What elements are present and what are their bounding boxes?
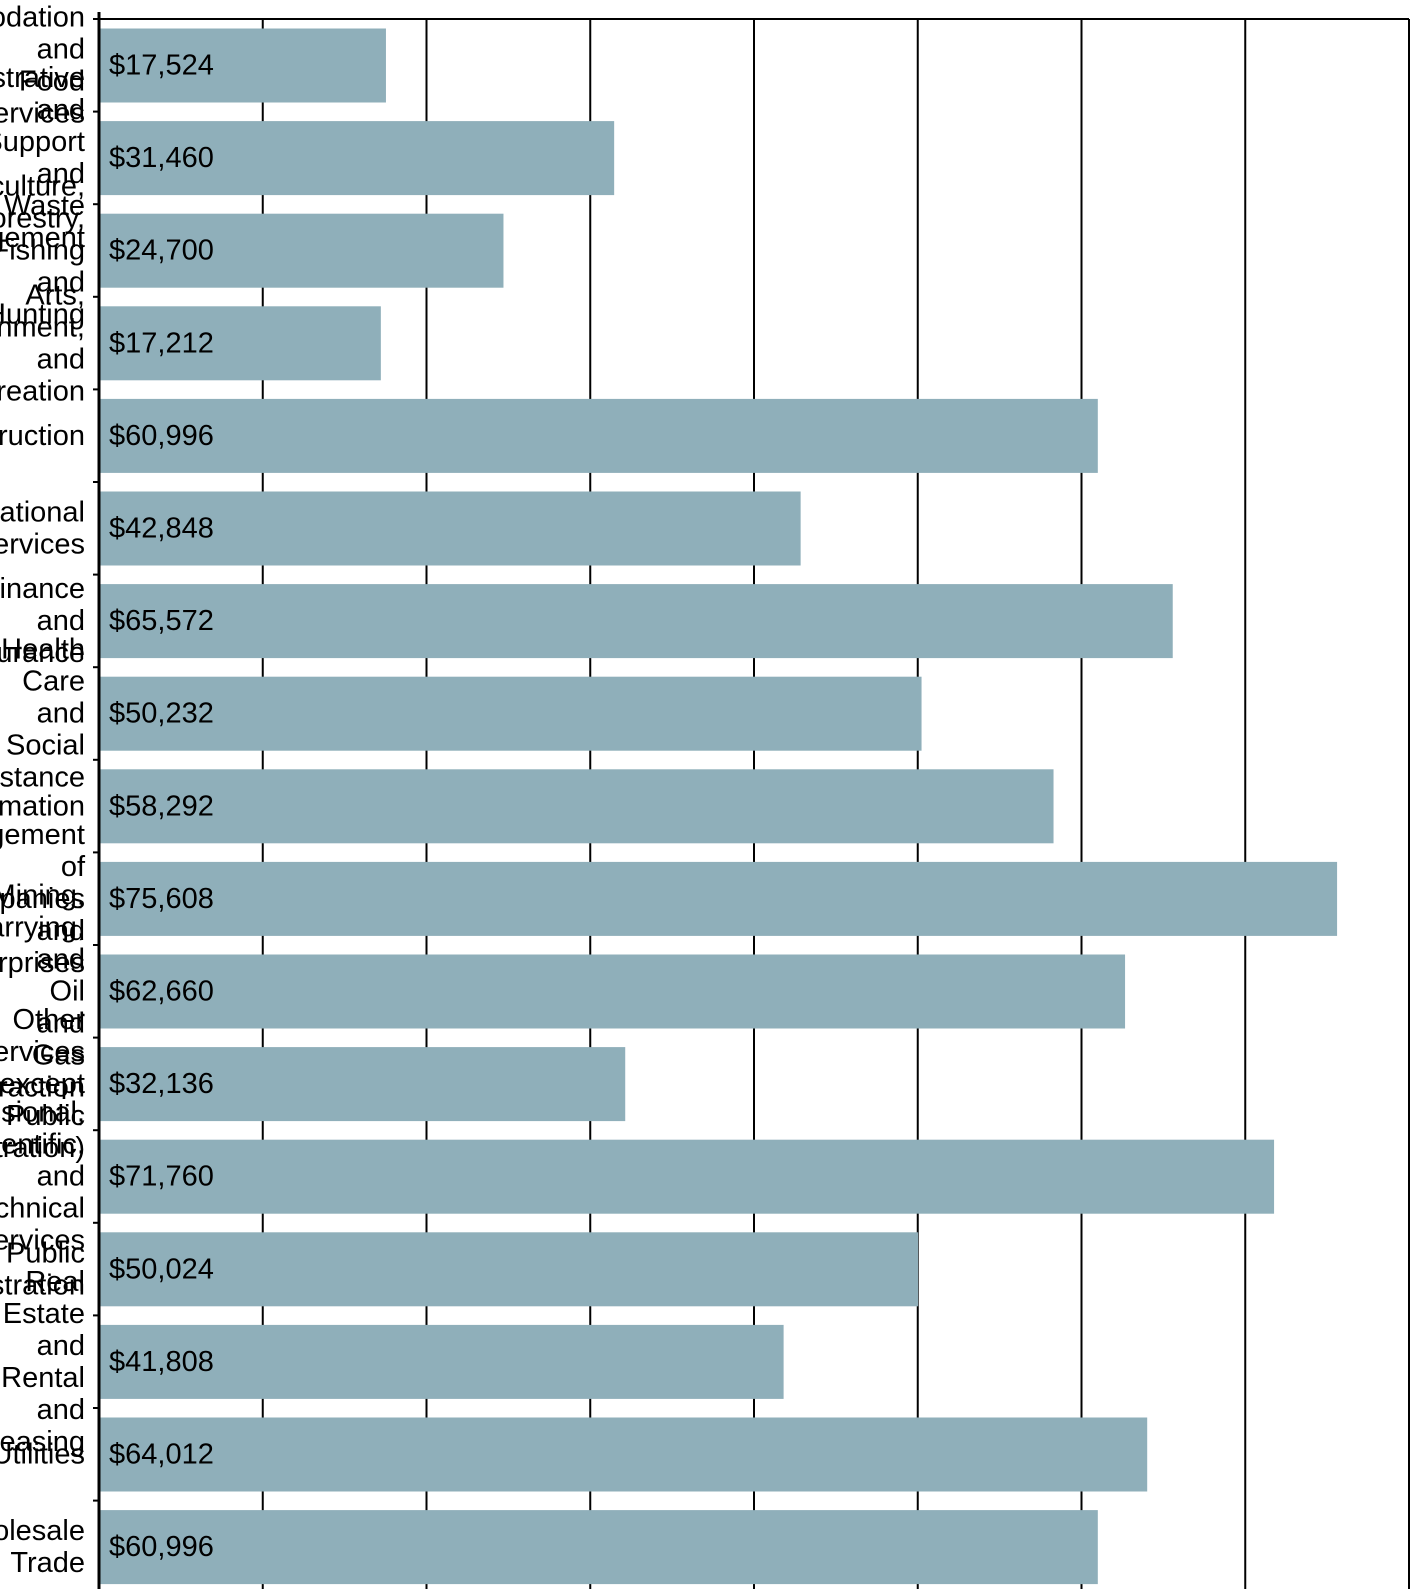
bar-value-label: $60,996 xyxy=(109,1531,214,1563)
y-category-label: WholesaleTrade xyxy=(0,1515,85,1579)
y-category-label: PublicAdministration xyxy=(0,1237,85,1301)
y-category-label: FinanceandInsurance xyxy=(0,573,85,669)
value-labels: $17,524 $31,460 $24,700 $17,212 $60,996 $42,8… xyxy=(109,50,214,1564)
y-category-label: Agriculture,Forestry,FishingandHunting xyxy=(0,171,85,331)
category-labels: AccommodationandFoodServicesAdministrati… xyxy=(0,2,86,1580)
y-category-label: Utilities xyxy=(0,1439,85,1471)
bar xyxy=(99,306,381,381)
y-category-label: Construction xyxy=(0,420,85,452)
bar-value-label: $17,524 xyxy=(109,50,214,82)
bar xyxy=(99,1139,1275,1214)
bar-value-label: $50,024 xyxy=(109,1253,214,1285)
bar-value-label: $62,660 xyxy=(109,976,214,1008)
bar xyxy=(99,398,1098,473)
y-category-label: Mining,Quarrying,andOilandGasExtraction xyxy=(0,880,85,1104)
bar-value-label: $50,232 xyxy=(109,698,214,730)
bar xyxy=(99,491,801,566)
y-category-label: EducationalServices xyxy=(0,497,85,561)
bar xyxy=(99,213,504,288)
bar xyxy=(99,1047,626,1122)
bar xyxy=(99,584,1173,659)
axes xyxy=(93,12,1409,1589)
bars xyxy=(99,28,1338,1585)
bar xyxy=(99,861,1338,936)
bar xyxy=(99,1417,1148,1492)
bar-value-label: $60,996 xyxy=(109,420,214,452)
y-category-label: Professional,Scientific,andTechnicalServ… xyxy=(0,1097,85,1257)
y-category-label: ManagementofCompaniesandEnterprises xyxy=(0,819,86,979)
bar-value-label: $17,212 xyxy=(109,327,214,359)
bar-value-label: $31,460 xyxy=(109,142,214,174)
bar-value-label: $64,012 xyxy=(109,1439,214,1471)
bar-value-label: $24,700 xyxy=(109,235,214,267)
bar xyxy=(99,1510,1098,1585)
bar-value-label: $32,136 xyxy=(109,1068,214,1100)
y-category-label: RealEstateandRentalandLeasing xyxy=(0,1266,85,1458)
bar-value-label: $75,608 xyxy=(109,883,214,915)
y-category-label: AccommodationandFoodServices xyxy=(0,2,85,130)
y-category-label: Information xyxy=(0,790,85,822)
bar-value-label: $42,848 xyxy=(109,513,214,545)
bar-value-label: $71,760 xyxy=(109,1161,214,1193)
bar xyxy=(99,769,1054,844)
bar xyxy=(99,1232,919,1307)
y-category-label: HealthCareandSocialAssistance xyxy=(0,634,85,794)
bar xyxy=(99,28,386,103)
bar xyxy=(99,1324,784,1399)
y-category-label: OtherServices(exceptPublicAdministration… xyxy=(0,1004,85,1164)
y-category-label: AdministrativeandSupportandWasteManageme… xyxy=(0,62,85,254)
bar-value-label: $58,292 xyxy=(109,790,214,822)
bar-value-label: $65,572 xyxy=(109,605,214,637)
bar xyxy=(99,121,615,196)
y-category-label: Arts,Entertainment,andRecreation xyxy=(0,279,85,407)
bar xyxy=(99,954,1126,1029)
bar xyxy=(99,676,922,751)
bar-value-label: $41,808 xyxy=(109,1346,214,1378)
